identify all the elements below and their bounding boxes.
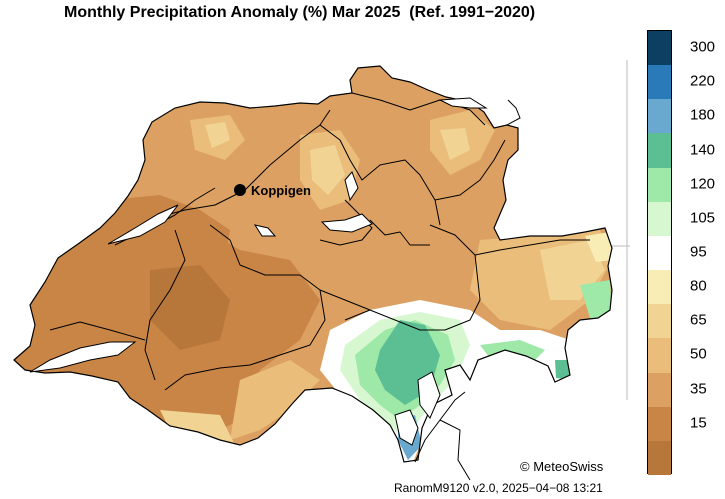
colorbar [647,30,672,475]
colorbar-segment [648,372,671,407]
colorbar-segment [648,304,671,339]
colorbar-segment [648,31,671,66]
colorbar-segment [648,270,671,305]
version-text: RanomM9120 v2.0, 2025−04−08 13:21 [394,481,603,495]
colorbar-tick-label: 65 [690,311,707,329]
colorbar-segment [648,133,671,168]
colorbar-tick-label: 95 [690,243,707,261]
copyright-text: © MeteoSwiss [520,459,604,474]
colorbar-tick-label: 50 [690,345,707,363]
colorbar-segment [648,235,671,271]
colorbar-segment [648,99,671,134]
colorbar-segment [648,440,671,475]
koppigen-station-marker [234,184,246,196]
colorbar-tick-label: 80 [690,277,707,295]
colorbar-segment [648,167,671,202]
colorbar-segment [648,201,671,236]
colorbar-tick-label: 180 [690,106,716,124]
colorbar-tick-label: 220 [690,72,716,90]
colorbar-tick-label: 140 [690,141,716,159]
precipitation-anomaly-map: Koppigen [13,60,630,481]
colorbar-tick-label: 35 [690,380,707,398]
colorbar-segment [648,65,671,100]
colorbar-segment [648,338,671,373]
colorbar-tick-label: 15 [690,414,707,432]
colorbar-tick-label: 120 [690,175,716,193]
station-label: Koppigen [251,183,311,198]
colorbar-tick-label: 300 [690,38,716,56]
colorbar-tick-label: 105 [690,209,716,227]
colorbar-segment [648,406,671,441]
map-title: Monthly Precipitation Anomaly (%) Mar 20… [64,4,536,21]
